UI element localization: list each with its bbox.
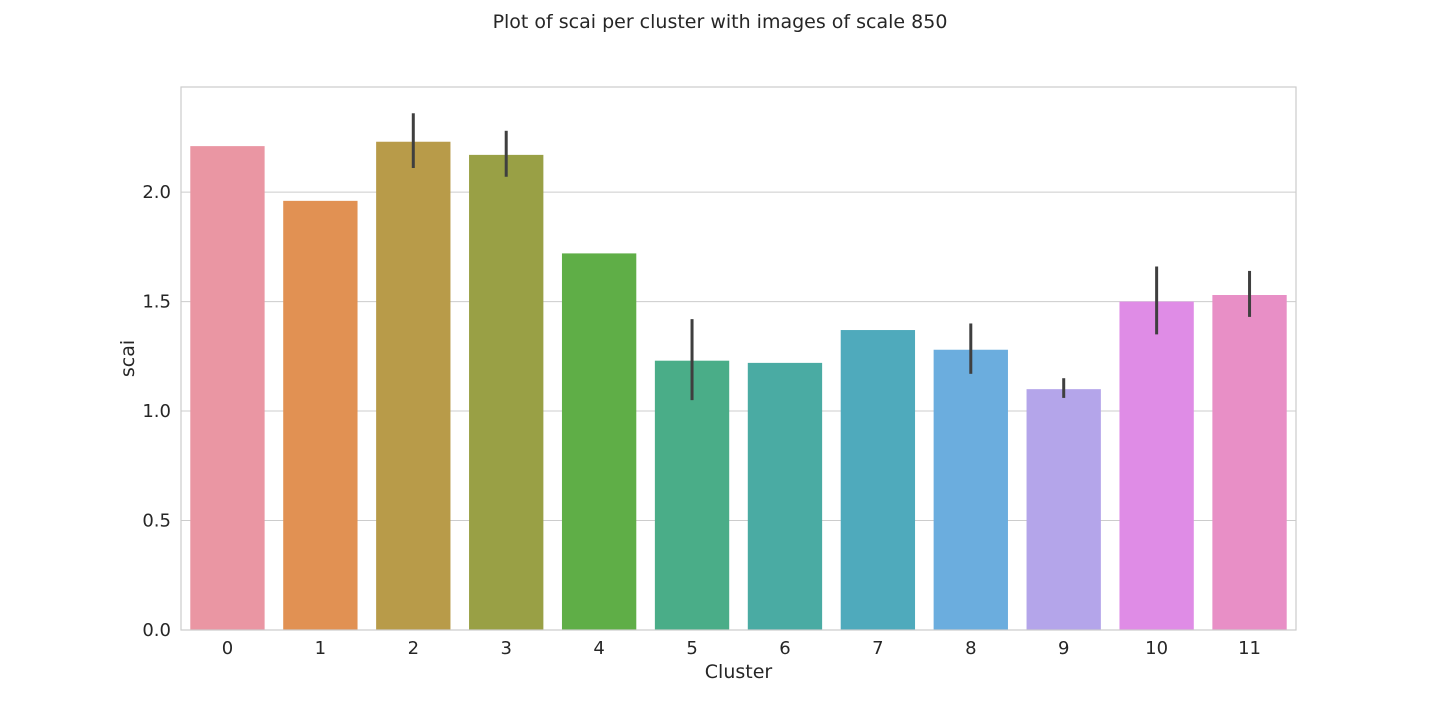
x-axis-label: Cluster [705, 661, 773, 683]
x-tick-label: 1 [315, 638, 326, 659]
x-tick-label: 2 [408, 638, 419, 659]
bar-cluster-8 [933, 349, 1008, 630]
bar-cluster-6 [747, 362, 823, 630]
bar-cluster-3 [469, 154, 544, 630]
bar-cluster-7 [840, 330, 916, 630]
y-axis-label: scai [117, 340, 139, 377]
x-tick-label: 6 [779, 638, 790, 659]
bar-cluster-11 [1212, 295, 1287, 630]
y-tick-label: 0.0 [142, 620, 171, 641]
bar-cluster-4 [561, 253, 637, 630]
y-axis-ticks: 0.0 0.5 1.0 1.5 2.0 [142, 182, 171, 641]
bar-cluster-2 [376, 141, 451, 630]
error-bars-layer [411, 113, 1252, 401]
y-tick-label: 0.5 [142, 511, 171, 532]
x-tick-label: 9 [1058, 638, 1069, 659]
bars-layer [190, 141, 1287, 630]
x-tick-label: 3 [500, 638, 511, 659]
x-axis-ticks: 0 1 2 3 4 5 6 7 8 9 10 11 [222, 638, 1261, 659]
x-tick-label: 4 [593, 638, 604, 659]
x-tick-label: 11 [1238, 638, 1261, 659]
bar-cluster-10 [1119, 301, 1194, 630]
x-tick-label: 8 [965, 638, 976, 659]
x-tick-label: 0 [222, 638, 233, 659]
bar-cluster-9 [1026, 389, 1101, 630]
chart-title: Plot of scai per cluster with images of … [493, 11, 948, 33]
y-tick-label: 1.0 [142, 401, 171, 422]
bar-cluster-5 [654, 360, 730, 630]
x-tick-label: 7 [872, 638, 883, 659]
bar-cluster-1 [283, 200, 358, 630]
plot-frame [180, 86, 1297, 631]
x-tick-label: 10 [1145, 638, 1168, 659]
y-tick-label: 2.0 [142, 182, 171, 203]
bar-cluster-0 [190, 146, 265, 630]
x-tick-label: 5 [686, 638, 697, 659]
y-tick-label: 1.5 [142, 292, 171, 313]
